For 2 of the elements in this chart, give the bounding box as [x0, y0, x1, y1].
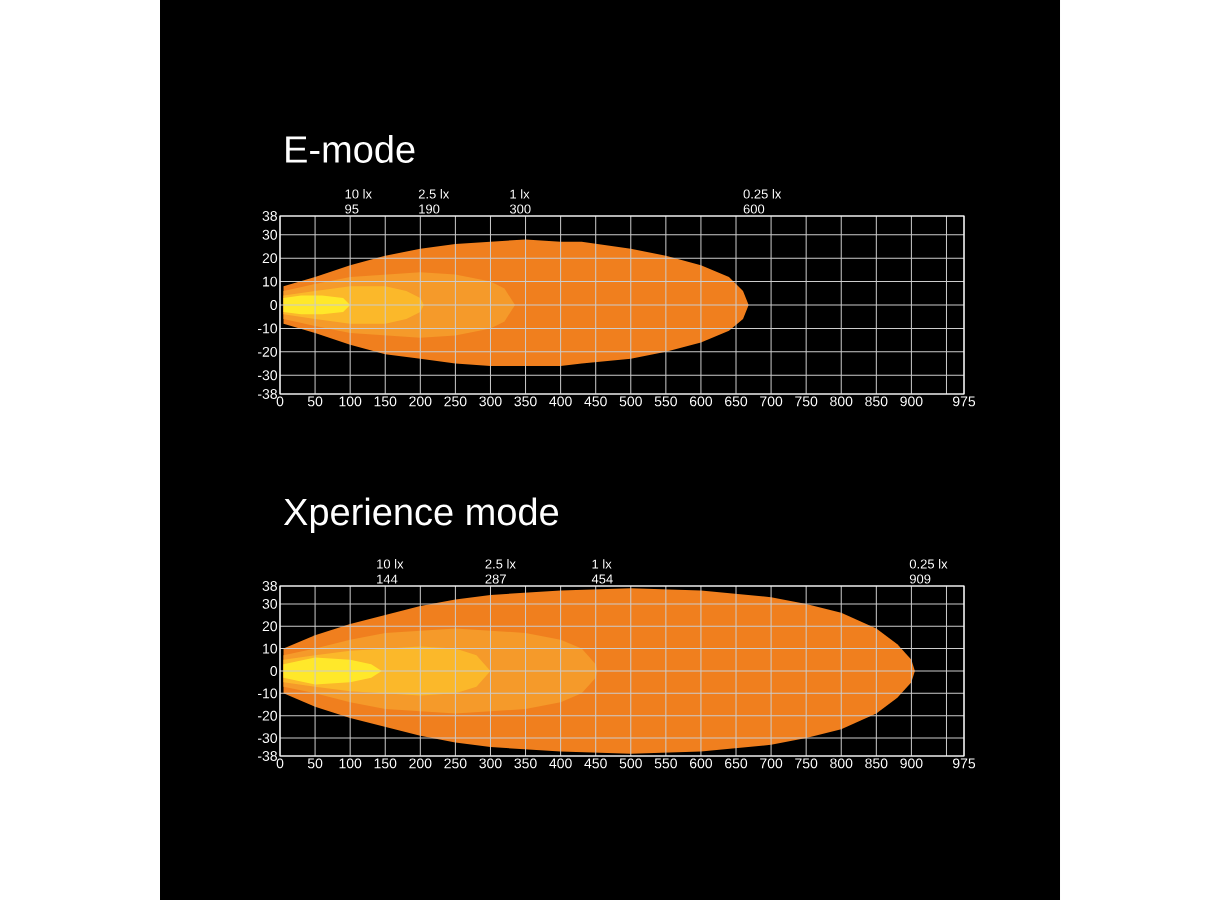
chart-title: E-mode [286, 135, 415, 163]
chart-title: Xperience mode [283, 497, 559, 533]
